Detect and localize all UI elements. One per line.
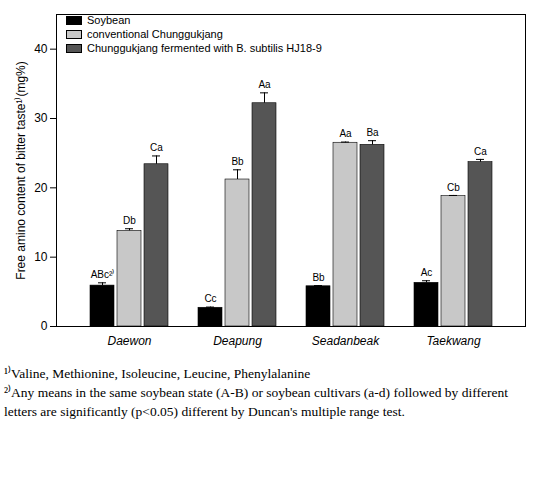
svg-text:40: 40 (34, 42, 48, 56)
html-text:Chunggukjang fermented with B.: Chunggukjang fermented with B. subtilis … (87, 42, 322, 54)
svg-text:Daewon: Daewon (107, 334, 151, 348)
svg-text:Deapung: Deapung (213, 334, 262, 348)
svg-text:Cc: Cc (204, 293, 216, 304)
svg-text:ABc²⁾: ABc²⁾ (91, 268, 115, 280)
svg-text:Ca: Ca (474, 146, 487, 157)
svg-text:20: 20 (34, 181, 48, 195)
html-text:conventional Chunggukjang: conventional Chunggukjang (87, 28, 223, 40)
svg-text:30: 30 (34, 111, 48, 125)
svg-text:Ca: Ca (150, 142, 163, 153)
svg-text:Taekwang: Taekwang (426, 334, 481, 348)
svg-text:10: 10 (34, 250, 48, 264)
html-text:Soybean: Soybean (87, 14, 131, 26)
html-text:¹⁾Valine, Methionine, Isoleuci: ¹⁾Valine, Methionine, Isoleucine, Leucin… (4, 366, 311, 381)
svg-text:Ba: Ba (366, 127, 379, 138)
svg-text:Ac: Ac (421, 267, 433, 278)
svg-text:Seadanbeak: Seadanbeak (312, 334, 380, 348)
svg-text:Bb: Bb (231, 156, 244, 167)
svg-text:Free amino content of bitter t: Free amino content of bitter taste¹⁾(mg%… (14, 61, 28, 279)
svg-text:Aa: Aa (258, 79, 271, 90)
svg-text:Cb: Cb (447, 182, 460, 193)
html-text:²⁾Any means in the same soybea: ²⁾Any means in the same soybean state (A… (4, 385, 508, 419)
svg-text:Bb: Bb (312, 272, 325, 283)
svg-text:Aa: Aa (339, 128, 352, 139)
svg-text:Db: Db (123, 215, 136, 226)
svg-text:0: 0 (41, 319, 48, 333)
